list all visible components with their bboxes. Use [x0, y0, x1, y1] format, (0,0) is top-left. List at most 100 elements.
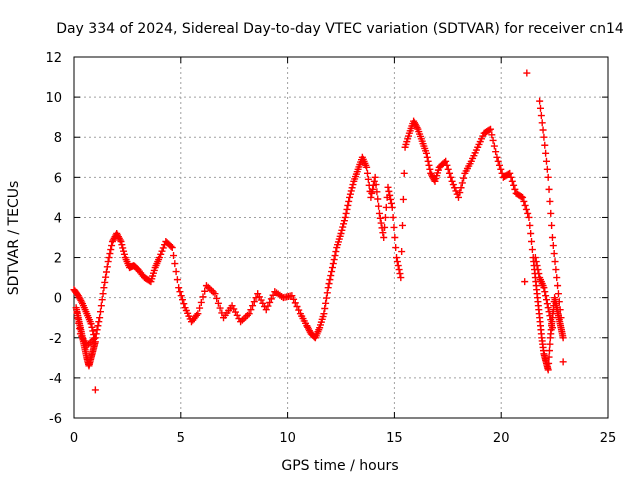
data-point: [325, 280, 333, 288]
data-point: [390, 223, 398, 231]
data-point: [531, 254, 539, 262]
data-point: [444, 165, 452, 173]
data-point: [267, 295, 275, 303]
data-point: [250, 298, 258, 306]
data-point: [540, 133, 548, 141]
data-point: [413, 124, 421, 132]
data-point: [487, 125, 495, 133]
x-tick-label: 0: [70, 431, 78, 446]
data-point: [337, 229, 345, 237]
data-point: [201, 287, 209, 295]
x-tick-label: 20: [493, 431, 510, 446]
data-point: [521, 278, 529, 286]
y-tick-label: 0: [54, 292, 62, 307]
data-point: [106, 250, 114, 258]
data-point: [320, 310, 328, 318]
data-point: [172, 268, 180, 276]
data-point: [375, 209, 383, 217]
data-point: [488, 131, 496, 139]
data-point: [449, 181, 457, 189]
data-point: [544, 366, 552, 374]
y-tick-label: 8: [54, 131, 62, 146]
data-point: [511, 185, 519, 193]
y-axis-label: SDTVAR / TECUs: [6, 181, 22, 296]
data-point: [94, 322, 102, 330]
data-point: [399, 195, 407, 203]
data-point: [159, 244, 167, 252]
y-tick-label: 2: [54, 252, 62, 267]
data-point: [456, 189, 464, 197]
data-point: [382, 203, 390, 211]
data-point: [213, 294, 221, 302]
data-point: [180, 300, 188, 308]
data-point: [397, 274, 405, 282]
data-point: [446, 169, 454, 177]
data-point: [342, 209, 350, 217]
data-point: [548, 324, 556, 332]
data-point: [391, 234, 399, 241]
data-point: [264, 302, 272, 310]
plot-frame: [73, 56, 609, 419]
data-point: [363, 169, 371, 177]
data-point: [74, 314, 82, 322]
data-point: [88, 323, 96, 331]
data-point: [99, 290, 107, 298]
data-point: [323, 289, 331, 297]
data-point: [399, 221, 407, 229]
data-point: [321, 304, 329, 312]
data-point: [120, 247, 128, 255]
data-point: [442, 157, 450, 165]
data-point: [245, 310, 253, 318]
data-point: [392, 244, 400, 252]
data-point: [328, 264, 336, 272]
data-point: [368, 189, 376, 197]
data-point: [167, 242, 175, 250]
data-point: [330, 256, 338, 264]
data-point: [374, 195, 382, 203]
data-point: [338, 226, 346, 234]
data-point: [458, 179, 466, 187]
data-point: [460, 174, 468, 182]
data-point: [544, 304, 552, 312]
data-point: [364, 175, 372, 183]
data-point: [495, 161, 503, 169]
data-point: [343, 205, 351, 213]
x-tick-label: 10: [279, 431, 296, 446]
data-point: [196, 304, 204, 312]
data-point: [78, 298, 86, 306]
data-point: [448, 177, 456, 185]
data-point: [175, 284, 183, 292]
data-point: [490, 142, 498, 150]
data-point: [341, 213, 349, 221]
data-point: [539, 126, 547, 134]
data-point: [537, 104, 545, 112]
data-point: [373, 188, 381, 196]
data-point: [322, 294, 330, 302]
data-point: [549, 242, 557, 250]
y-tick-label: 4: [54, 211, 62, 226]
data-point: [339, 223, 347, 231]
data-point: [422, 149, 430, 157]
data-point: [379, 229, 387, 237]
data-point: [108, 242, 116, 250]
data-point: [199, 293, 207, 301]
data-point: [372, 181, 380, 189]
data-point: [543, 300, 551, 308]
data-point: [91, 334, 99, 342]
data-point: [102, 273, 110, 281]
data-point: [387, 195, 395, 203]
data-point: [492, 148, 500, 156]
data-point: [291, 299, 299, 307]
data-point: [540, 284, 548, 292]
data-point: [554, 290, 562, 298]
data-point: [100, 284, 108, 292]
chart-title: Day 334 of 2024, Sidereal Day-to-day VTE…: [56, 21, 624, 37]
y-tick-label: -4: [49, 372, 62, 387]
data-point: [536, 97, 544, 105]
data-point: [522, 205, 530, 213]
data-point: [547, 209, 555, 217]
data-point: [157, 250, 165, 258]
data-point: [545, 185, 553, 193]
data-point: [87, 320, 95, 328]
